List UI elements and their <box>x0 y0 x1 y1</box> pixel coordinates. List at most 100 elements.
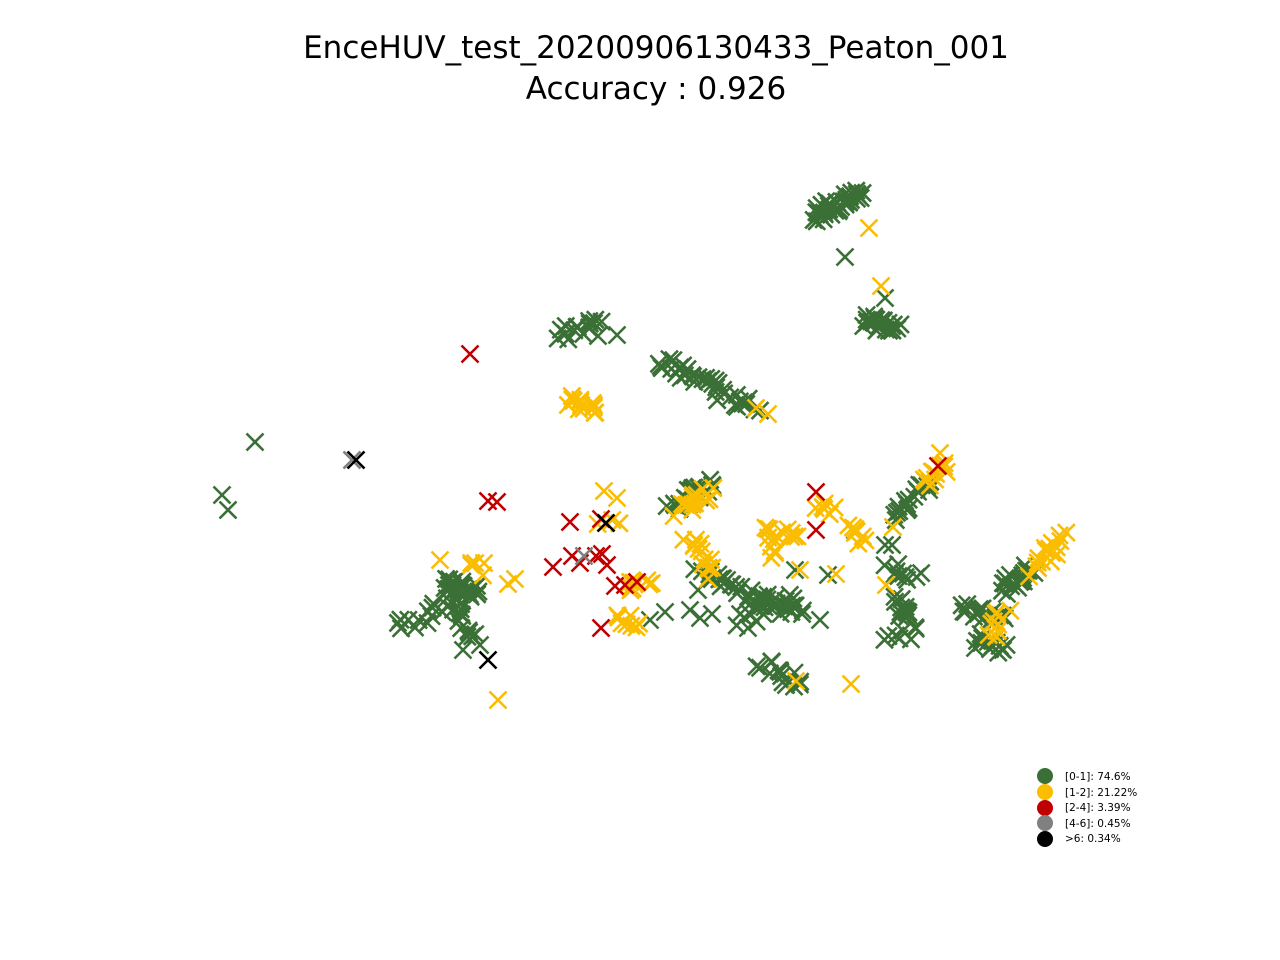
legend-label: [1-2]: 21.22% <box>1065 787 1137 799</box>
scatter-point <box>584 398 604 417</box>
scatter-point <box>560 512 580 532</box>
scatter-point <box>875 288 895 308</box>
scatter-point <box>750 658 770 678</box>
scatter-point <box>732 394 752 414</box>
scatter-point <box>786 596 806 615</box>
scatter-point <box>342 450 362 470</box>
scatter-point <box>882 535 902 555</box>
scatter-point <box>906 619 926 639</box>
scatter-point <box>698 569 718 589</box>
scatter-point <box>574 546 594 566</box>
scatter-point <box>911 563 931 583</box>
scatter-point <box>871 276 891 296</box>
scatter-point <box>505 569 525 589</box>
scatter-point <box>898 605 918 625</box>
scatter-point <box>676 495 696 515</box>
scatter-point <box>467 576 487 596</box>
legend-marker <box>1037 831 1053 847</box>
scatter-point <box>592 312 611 332</box>
scatter-point <box>585 310 605 330</box>
scatter-point <box>620 572 640 592</box>
scatter-point <box>806 482 826 502</box>
legend-item: [2-4]: 3.39% <box>1037 800 1131 816</box>
scatter-point <box>684 536 704 556</box>
legend-label: >6: 0.34% <box>1065 833 1121 845</box>
legend: [0-1]: 74.6% [1-2]: 21.22% [2-4]: 3.39% … <box>1037 768 1137 847</box>
scatter-point <box>591 618 611 638</box>
scatter-point <box>460 344 480 364</box>
scatter-point <box>212 485 232 505</box>
scatter-point <box>876 575 896 595</box>
scatter-point <box>594 481 614 501</box>
scatter-point <box>702 558 722 578</box>
scatter-point <box>346 450 366 470</box>
scatter-point <box>776 675 796 695</box>
scatter-point <box>487 492 507 512</box>
legend-marker <box>1037 815 1053 831</box>
scatter-point <box>785 526 804 546</box>
scatter-point <box>478 650 498 670</box>
scatter-point <box>899 603 918 622</box>
scatter-point <box>788 526 807 546</box>
scatter-point <box>627 572 647 592</box>
scatter-point <box>726 577 746 597</box>
scatter-point <box>629 614 649 633</box>
scatter-point <box>875 535 895 555</box>
scatter-point <box>543 557 563 577</box>
scatter-point <box>853 183 873 203</box>
legend-label: [4-6]: 0.45% <box>1065 818 1131 830</box>
scatter-point <box>680 600 700 620</box>
scatter-point <box>696 491 716 510</box>
scatter-point <box>437 588 457 608</box>
scatter-point <box>683 485 703 505</box>
scatter-point <box>891 315 910 334</box>
scatter-point <box>806 520 826 540</box>
scatter-point <box>859 218 879 238</box>
scatter-point <box>846 181 866 201</box>
scatter-point <box>826 564 846 584</box>
legend-item: [0-1]: 74.6% <box>1037 768 1131 784</box>
chart-title: EnceHUV_test_20200906130433_Peaton_001 <box>303 30 1009 66</box>
scatter-point <box>1039 539 1059 559</box>
scatter-point <box>474 553 494 573</box>
scatter-point <box>766 526 786 546</box>
scatter-point <box>937 462 957 482</box>
scatter-point <box>700 489 719 509</box>
scatter-point <box>1050 526 1069 545</box>
scatter-point <box>785 560 805 580</box>
scatter-point <box>928 456 948 476</box>
legend-marker <box>1037 800 1053 816</box>
scatter-point <box>818 565 838 585</box>
scatter-point <box>878 626 898 646</box>
scatter-point <box>640 610 660 630</box>
scatter-point <box>655 602 675 622</box>
scatter-point <box>790 560 810 580</box>
scatter-point <box>992 581 1012 601</box>
plot-area <box>212 181 1076 710</box>
scatter-point <box>901 629 921 649</box>
scatter-point <box>717 570 737 590</box>
scatter-point <box>786 671 806 691</box>
scatter-point <box>457 627 477 647</box>
scatter-point <box>588 326 608 346</box>
scatter-point <box>781 527 801 547</box>
scatter-point <box>390 610 410 630</box>
scatter-point <box>691 534 710 554</box>
scatter-point <box>736 394 756 414</box>
scatter-point <box>564 391 584 411</box>
scatter-point <box>747 656 767 676</box>
legend-label: [0-1]: 74.6% <box>1065 771 1131 783</box>
scatter-point <box>615 575 635 595</box>
scatter-point <box>218 500 238 520</box>
scatter-point <box>856 531 875 550</box>
scatter-point <box>453 640 473 660</box>
scatter-point <box>649 354 669 374</box>
scatter-point <box>810 610 830 630</box>
scatter-point <box>883 517 903 537</box>
scatter-point <box>430 550 450 570</box>
legend-item: [1-2]: 21.22% <box>1037 784 1137 800</box>
legend-label: [2-4]: 3.39% <box>1065 802 1131 814</box>
scatter-point <box>592 544 612 564</box>
legend-marker <box>1037 784 1053 800</box>
scatter-point <box>470 635 490 655</box>
